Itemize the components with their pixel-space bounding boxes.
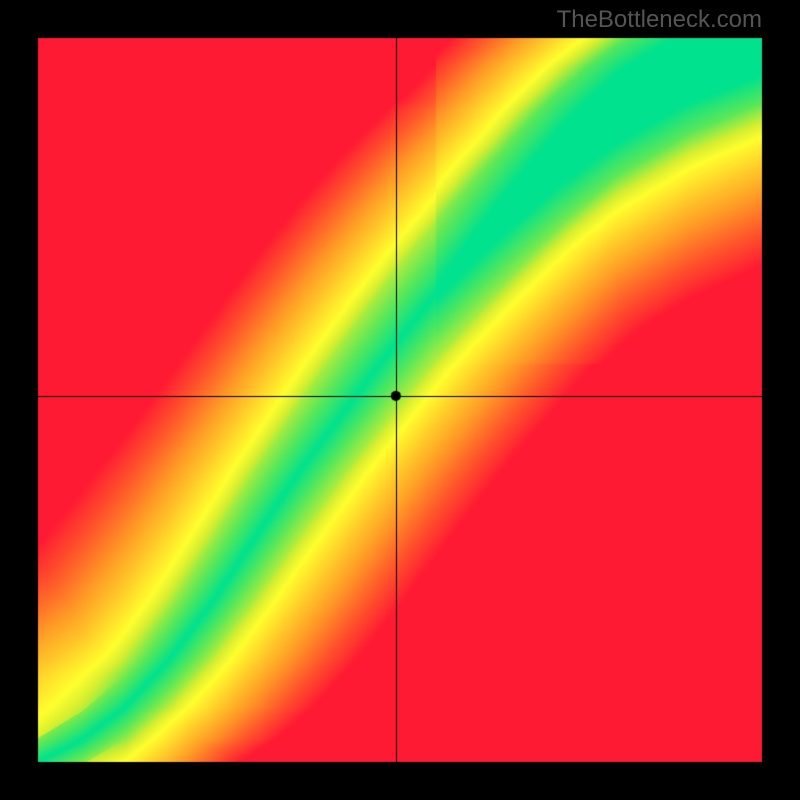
watermark-text: TheBottleneck.com <box>557 6 762 34</box>
bottleneck-heatmap <box>0 0 800 800</box>
